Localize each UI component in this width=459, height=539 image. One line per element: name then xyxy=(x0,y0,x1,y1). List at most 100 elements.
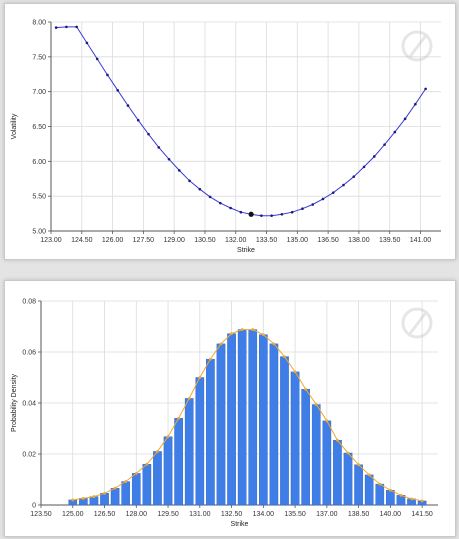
density-point xyxy=(325,419,329,423)
density-bar xyxy=(131,473,141,506)
density-point xyxy=(346,451,350,455)
y-tick-label: 6.50 xyxy=(32,124,46,131)
probability-density-chart-panel: 123.50 125.00 126.50 128.00 129.50 131.00 132.… xyxy=(4,280,456,537)
x-tick-label: 126.50 xyxy=(94,511,116,518)
density-bar xyxy=(364,474,374,506)
y-tick-label: 0.06 xyxy=(22,350,36,357)
density-bar xyxy=(343,452,353,506)
volatility-point xyxy=(239,210,243,214)
volatility-point xyxy=(331,191,335,194)
density-bar xyxy=(311,404,321,506)
volatility-point xyxy=(342,183,345,187)
x-tick-label: 137.00 xyxy=(316,511,338,518)
x-tick-label: 135.00 xyxy=(287,237,309,244)
y-tick-label: 6.00 xyxy=(32,159,46,166)
x-tick-label: 130.50 xyxy=(194,237,216,244)
density-bar xyxy=(195,377,205,506)
density-bar xyxy=(100,493,109,506)
y-tick-label: 0.02 xyxy=(22,452,36,459)
density-point xyxy=(251,328,255,331)
density-point xyxy=(283,355,286,358)
volatility-point xyxy=(116,88,120,92)
x-tick-label: 132.50 xyxy=(221,511,243,518)
volatility-point xyxy=(424,87,427,91)
volatility-point xyxy=(414,102,417,106)
x-tick-label: 125.00 xyxy=(62,511,84,518)
density-point xyxy=(198,376,202,379)
density-point xyxy=(208,357,212,361)
density-point xyxy=(304,387,308,391)
density-point xyxy=(293,370,297,374)
watermark-logo-icon xyxy=(401,30,433,62)
x-tick-label: 123.00 xyxy=(40,237,62,244)
density-bar xyxy=(386,490,395,506)
x-tick-label: 129.00 xyxy=(163,237,185,244)
density-bar xyxy=(184,398,194,506)
density-point xyxy=(420,499,424,503)
volatility-point xyxy=(95,57,99,61)
volatility-point xyxy=(177,169,181,172)
y-tick-label: 5.00 xyxy=(32,229,46,236)
density-point xyxy=(240,328,244,331)
density-point xyxy=(388,488,392,492)
x-tick-label: 132.00 xyxy=(225,237,247,244)
volatility-point xyxy=(280,212,284,216)
density-point xyxy=(71,498,75,502)
density-point xyxy=(357,463,360,467)
y-tick-label: 5.50 xyxy=(32,194,46,201)
density-bar xyxy=(269,343,279,506)
atm-highlight-point xyxy=(248,211,254,217)
x-tick-label: 126.00 xyxy=(102,237,124,244)
volatility-point xyxy=(403,117,407,121)
density-bar xyxy=(153,451,162,506)
density-bar xyxy=(290,371,300,506)
density-bar xyxy=(121,481,131,506)
watermark-logo-icon xyxy=(401,307,433,339)
density-point xyxy=(230,332,233,336)
density-point xyxy=(410,497,413,501)
y-axis-label: Volatility xyxy=(11,113,18,139)
density-point xyxy=(113,486,117,490)
volatility-point xyxy=(219,201,222,205)
density-point xyxy=(134,471,138,475)
x-tick-label: 123.50 xyxy=(30,511,52,518)
volatility-point xyxy=(136,118,140,122)
y-tick-label: 0.08 xyxy=(22,299,36,306)
x-axis-label: Strike xyxy=(237,247,255,254)
density-point xyxy=(336,438,339,442)
volatility-point xyxy=(393,130,397,134)
density-point xyxy=(81,496,85,500)
density-point xyxy=(219,342,223,346)
x-tick-label: 139.50 xyxy=(379,237,401,244)
density-point xyxy=(399,493,403,497)
density-bar xyxy=(110,487,120,506)
volatility-point xyxy=(383,143,386,146)
density-point xyxy=(166,435,170,439)
volatility-point xyxy=(362,165,366,169)
density-bar xyxy=(237,329,247,506)
density-bar xyxy=(322,420,332,506)
volatility-point xyxy=(54,26,58,29)
volatility-point xyxy=(167,157,171,161)
density-point xyxy=(272,342,276,346)
density-point xyxy=(367,473,371,477)
x-tick-label: 124.50 xyxy=(71,237,93,244)
volatility-point xyxy=(126,104,130,107)
volatility-point xyxy=(75,25,78,29)
volatility-point xyxy=(352,175,356,178)
density-bar xyxy=(248,329,258,506)
density-curve xyxy=(72,329,423,502)
x-tick-label: 140.00 xyxy=(380,511,402,518)
x-tick-label: 136.50 xyxy=(317,237,339,244)
y-tick-label: 0.04 xyxy=(22,401,36,408)
density-point xyxy=(187,397,191,400)
density-point xyxy=(261,333,265,337)
x-tick-label: 141.00 xyxy=(410,237,432,244)
volatility-point xyxy=(208,195,212,199)
density-bar xyxy=(301,389,310,506)
volatility-point xyxy=(85,41,89,45)
density-point xyxy=(378,482,382,486)
density-bar xyxy=(142,463,152,506)
probability-density-chart: 123.50 125.00 126.50 128.00 129.50 131.00 132.… xyxy=(11,299,438,528)
volatility-point xyxy=(270,214,273,217)
